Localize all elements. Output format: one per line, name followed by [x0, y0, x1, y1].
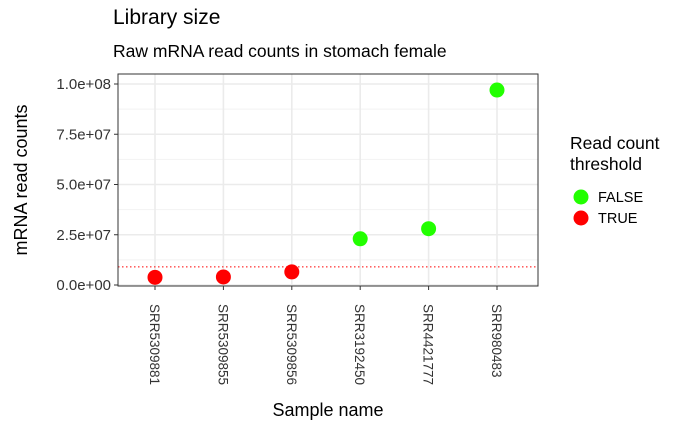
x-tick-label: SRR3192450	[352, 304, 367, 385]
x-tick-label: SRR5309856	[284, 304, 299, 385]
points-layer	[147, 82, 505, 285]
y-tick-label: 7.5e+07	[56, 126, 111, 143]
chart-title: Library size	[113, 6, 221, 29]
x-axis-title: Sample name	[272, 400, 383, 420]
data-point-srr5309855	[215, 269, 231, 285]
plot-panel-background	[118, 74, 538, 286]
legend-label-false: FALSE	[598, 190, 643, 206]
y-axis: 0.0e+00 2.5e+07 5.0e+07 7.5e+07 1.0e+08	[56, 76, 118, 294]
legend-label-true: TRUE	[598, 211, 638, 227]
legend-title: threshold	[570, 154, 642, 174]
grid-layer	[118, 74, 538, 286]
data-point-srr980483	[489, 82, 505, 98]
legend-key-true	[573, 210, 589, 226]
data-point-srr5309856	[284, 264, 300, 280]
y-tick-label: 1.0e+08	[56, 76, 111, 93]
x-tick-label: SRR4421777	[421, 304, 436, 385]
y-axis-title: mRNA read counts	[11, 104, 31, 255]
plot-panel-border	[117, 73, 539, 287]
legend-title: Read count	[570, 133, 660, 153]
x-tick-label: SRR980483	[489, 304, 504, 378]
y-tick-label: 0.0e+00	[56, 277, 111, 294]
x-tick-label: SRR5309881	[147, 304, 162, 385]
x-axis: SRR5309881 SRR5309855 SRR5309856 SRR3192450…	[147, 286, 504, 385]
data-point-srr4421777	[421, 221, 437, 237]
legend-key-false	[573, 189, 589, 205]
data-point-srr5309881	[147, 269, 163, 285]
y-tick-label: 5.0e+07	[56, 177, 111, 194]
chart-subtitle: Raw mRNA read counts in stomach female	[113, 41, 447, 61]
y-tick-label: 2.5e+07	[56, 227, 111, 244]
x-tick-label: SRR5309855	[215, 304, 230, 385]
data-point-srr3192450	[352, 231, 368, 247]
